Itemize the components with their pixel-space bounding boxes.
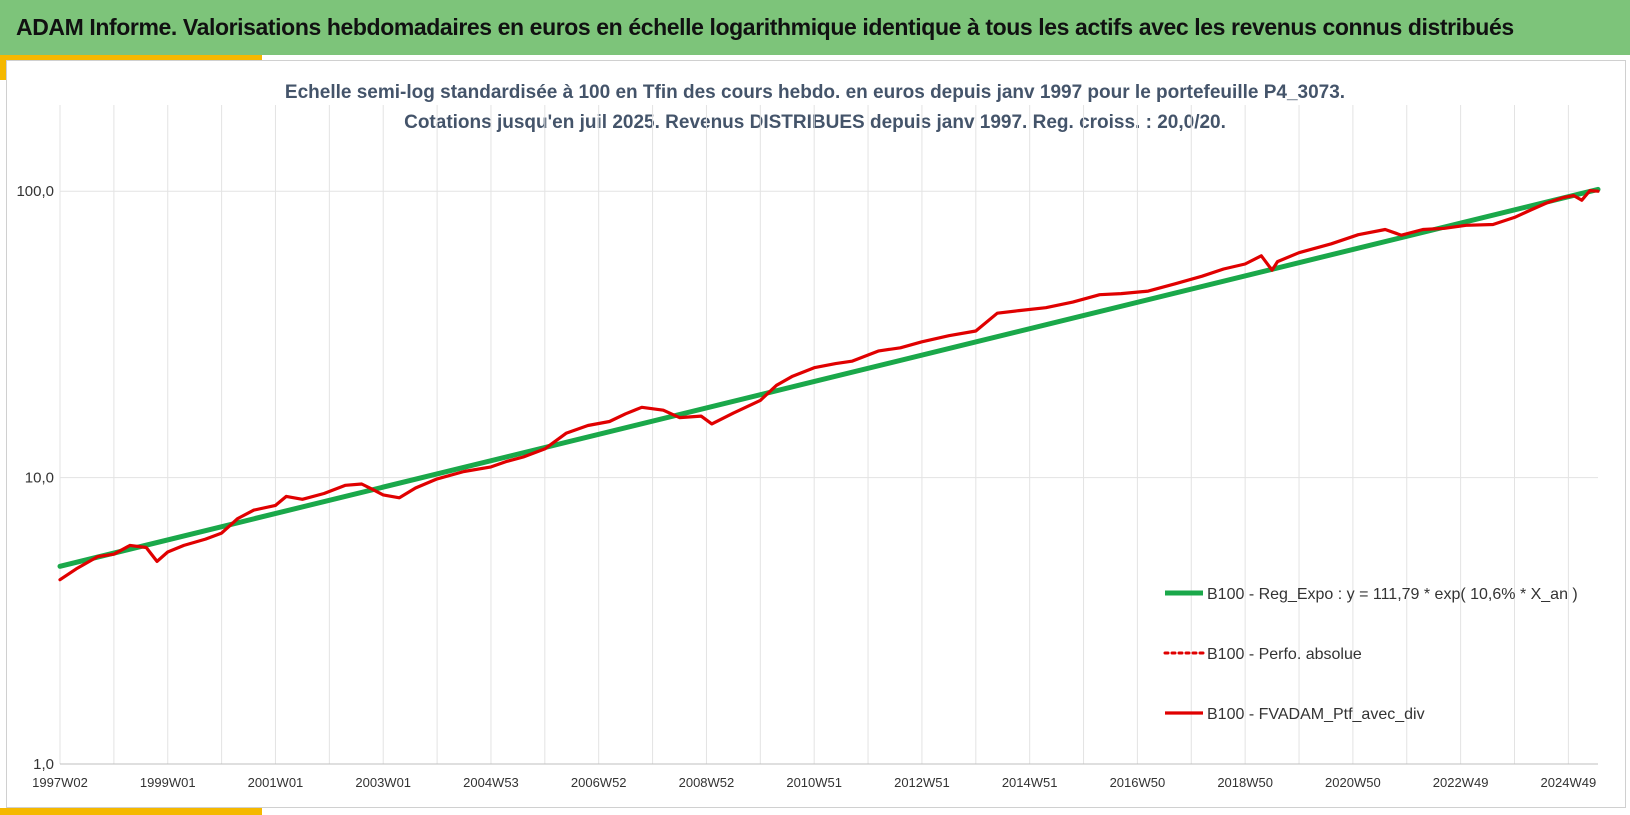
chart-subtitle-line2: Cotations jusqu'en juil 2025. Revenus DI… — [404, 112, 1226, 133]
legend-label: B100 - Reg_Expo : y = 111,79 * exp( 10,6… — [1207, 586, 1578, 603]
chart-subtitle-line1: Echelle semi-log standardisée à 100 en T… — [285, 82, 1345, 103]
x-tick-label: 2010W51 — [786, 775, 842, 790]
axes: 1,0 10,0 100,0 1997W02 1999W01 2001W01 2003W01… — [16, 183, 1598, 790]
legend-label: B100 - FVADAM_Ptf_avec_div — [1207, 706, 1425, 723]
chart-frame — [6, 60, 1626, 808]
x-tick-label: 1997W02 — [32, 775, 88, 790]
legend: B100 - Reg_Expo : y = 111,79 * exp( 10,6… — [1163, 586, 1578, 723]
x-tick-label: 2020W50 — [1325, 775, 1381, 790]
grid — [59, 105, 1598, 765]
x-tick-label: 2022W49 — [1433, 775, 1489, 790]
x-tick-label: 2012W51 — [894, 775, 950, 790]
x-tick-label: 2024W49 — [1541, 775, 1597, 790]
x-tick-label: 2014W51 — [1002, 775, 1058, 790]
regression-line — [57, 186, 1601, 569]
x-tick-label: 1999W01 — [140, 775, 196, 790]
accent-bar-top — [0, 55, 262, 60]
legend-label: B100 - Perfo. absolue — [1207, 646, 1362, 663]
y-tick-label: 1,0 — [33, 756, 54, 773]
x-tick-label: 2018W50 — [1217, 775, 1273, 790]
portfolio-line — [58, 189, 1600, 582]
x-tick-label: 2016W50 — [1110, 775, 1166, 790]
page-title: ADAM Informe. Valorisations hebdomadaire… — [16, 14, 1514, 40]
x-tick-label: 2004W53 — [463, 775, 519, 790]
x-tick-label: 2008W52 — [679, 775, 735, 790]
x-tick-label: 2003W01 — [355, 775, 411, 790]
series — [57, 186, 1601, 582]
accent-bar-left — [0, 55, 6, 80]
x-tick-label: 2001W01 — [248, 775, 304, 790]
accent-bar-bottom — [0, 808, 262, 815]
x-tick-label: 2006W52 — [571, 775, 627, 790]
y-tick-label: 100,0 — [16, 183, 54, 200]
header-banner: ADAM Informe. Valorisations hebdomadaire… — [0, 0, 1630, 55]
y-tick-label: 10,0 — [25, 470, 54, 487]
